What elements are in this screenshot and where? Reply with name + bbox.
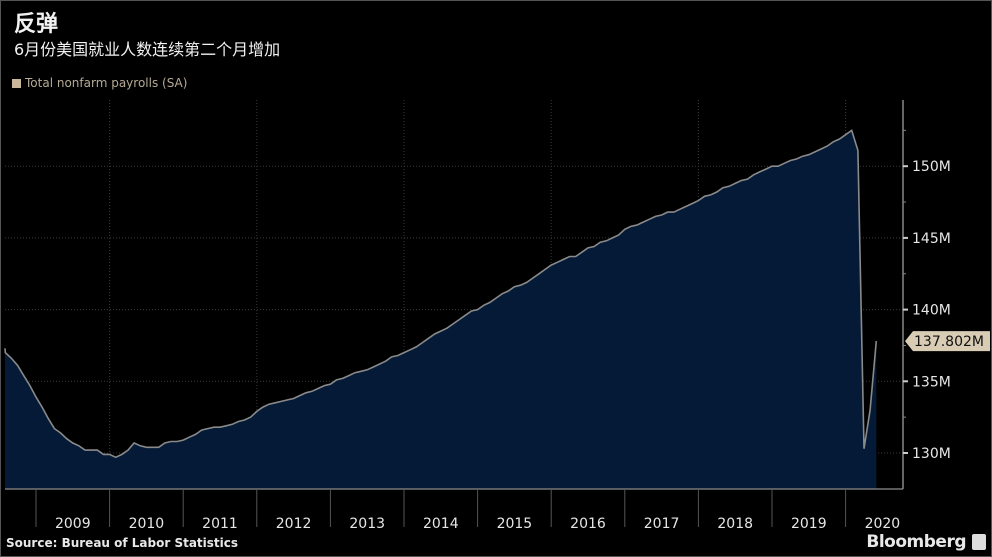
legend: Total nonfarm payrolls (SA) (12, 76, 187, 90)
bloomberg-logo: Bloomberg (866, 532, 966, 552)
x-tick-label: 2020 (865, 516, 901, 532)
x-tick-label: 2009 (55, 516, 91, 532)
x-tick-label: 2018 (717, 516, 753, 532)
series-area (5, 130, 877, 489)
chart-subtitle: 6月份美国就业人数连续第二个月增加 (14, 40, 281, 59)
x-tick-label: 2011 (202, 516, 238, 532)
x-tick-label: 2019 (791, 516, 827, 532)
legend-swatch (12, 78, 21, 88)
last-value-badge (905, 331, 990, 352)
x-tick-label: 2017 (644, 516, 680, 532)
y-tick-label: 145M (912, 231, 951, 247)
bloomberg-badge-icon (972, 534, 986, 550)
y-tick-label: 130M (912, 446, 951, 462)
chart-title: 反弹 (14, 12, 59, 37)
x-tick-label: 2010 (129, 516, 165, 532)
last-value-label: 137.802M (914, 334, 984, 350)
series-line (4, 129, 878, 459)
x-tick-label: 2015 (497, 516, 533, 532)
legend-label: Total nonfarm payrolls (SA) (25, 76, 188, 90)
y-tick-label: 150M (912, 159, 951, 175)
x-tick-label: 2012 (276, 516, 312, 532)
y-tick-label: 140M (912, 303, 951, 319)
x-tick-label: 2014 (423, 516, 459, 532)
y-tick-label: 135M (912, 374, 951, 390)
x-tick-label: 2016 (570, 516, 606, 532)
x-tick-label: 2013 (349, 516, 385, 532)
source-note: Source: Bureau of Labor Statistics (6, 536, 239, 550)
